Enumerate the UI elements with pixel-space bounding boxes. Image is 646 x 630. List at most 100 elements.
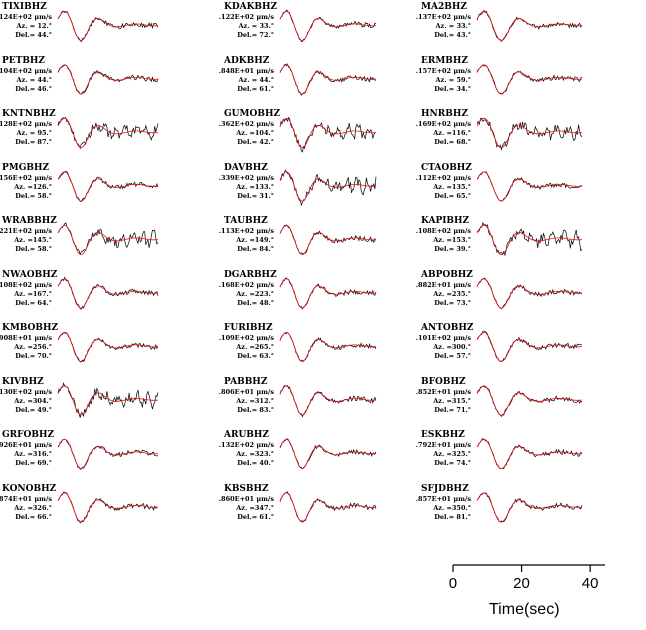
- time-axis-title: Time(sec): [489, 601, 560, 618]
- station-distance: Del.= 40.°: [237, 459, 274, 467]
- synthetic-waveform: [476, 171, 583, 202]
- station-amplitude: .882E+01 μm/s: [415, 280, 471, 289]
- time-tick-label: 0: [448, 575, 458, 592]
- station-distance: Del.= 31.°: [237, 191, 274, 200]
- station-distance: Del.= 70.°: [15, 352, 52, 360]
- station-distance: Del.= 68.°: [434, 138, 471, 146]
- station-name: KMBOBHZ: [2, 323, 59, 333]
- station-amplitude: .112E+02 μm/s: [415, 173, 471, 182]
- station-azimuth: Az. =315.°: [433, 396, 471, 405]
- station-amplitude: .169E+02 μm/s: [415, 120, 471, 128]
- synthetic-waveform: [57, 278, 159, 309]
- synthetic-waveform: [57, 331, 159, 363]
- synthetic-waveform: [476, 278, 583, 309]
- station-azimuth: Az. =326.°: [14, 503, 52, 512]
- station-azimuth: Az. =300.°: [433, 343, 471, 351]
- station-name: PABBHZ: [224, 376, 268, 387]
- station-amplitude: .124E+02 μm/s: [0, 13, 52, 21]
- station-azimuth: Az. = 59.°: [435, 75, 471, 84]
- synthetic-waveform: [57, 224, 159, 256]
- time-tick-label: 20: [513, 575, 530, 592]
- station-distance: Del.= 43.°: [434, 31, 471, 39]
- station-name: KONOBHZ: [2, 483, 57, 494]
- station-azimuth: Az. =347.°: [236, 503, 274, 512]
- synthetic-waveform: [279, 171, 377, 202]
- station-name: ABPOBHZ: [421, 269, 473, 280]
- station-azimuth: Az. =312.°: [236, 396, 274, 405]
- station-distance: Del.= 48.°: [237, 298, 274, 307]
- synthetic-waveform: [57, 117, 159, 149]
- station-name: ANTOBHZ: [421, 323, 474, 333]
- station-name: KDAKBHZ: [224, 2, 278, 12]
- station-amplitude: .101E+02 μm/s: [415, 334, 471, 342]
- station-distance: Del.= 49.°: [15, 405, 52, 414]
- station-distance: Del.= 65.°: [434, 191, 471, 200]
- observed-waveform: [279, 169, 377, 207]
- station-distance: Del.= 84.°: [237, 245, 274, 253]
- station-azimuth: Az. =265.°: [236, 343, 274, 351]
- time-tick-label: 40: [581, 575, 599, 592]
- synthetic-waveform: [279, 331, 377, 363]
- station-azimuth: Az. =116.°: [433, 129, 471, 137]
- synthetic-waveform: [279, 224, 377, 256]
- synthetic-waveform: [476, 64, 583, 95]
- station-azimuth: Az. = 12.°: [16, 22, 52, 30]
- station-distance: Del.= 61.°: [237, 512, 274, 521]
- observed-waveform: [476, 222, 583, 257]
- station-distance: Del.= 58.°: [15, 191, 52, 200]
- station-distance: Del.= 57.°: [434, 352, 471, 360]
- station-name: SFJDBHZ: [421, 483, 469, 494]
- station-amplitude: .362E+02 μm/s: [218, 120, 274, 128]
- station-distance: Del.= 71.°: [434, 405, 471, 414]
- observed-waveform: [57, 382, 159, 418]
- station-name: DAVBHZ: [224, 162, 268, 173]
- synthetic-waveform: [476, 385, 583, 416]
- station-name: WRABBHZ: [2, 216, 57, 226]
- station-azimuth: Az. =135.°: [433, 182, 471, 191]
- station-name: PETBHZ: [2, 55, 46, 66]
- station-distance: Del.= 64.°: [15, 298, 52, 307]
- synthetic-waveform: [279, 117, 377, 149]
- station-distance: Del.= 74.°: [434, 459, 471, 467]
- station-azimuth: Az. =133.°: [236, 182, 274, 191]
- station-azimuth: Az. = 44.°: [16, 75, 52, 84]
- station-distance: Del.= 42.°: [237, 138, 274, 146]
- station-amplitude: .339E+02 μm/s: [218, 173, 274, 182]
- station-amplitude: .860E+01 μm/s: [218, 494, 274, 503]
- synthetic-waveform: [476, 492, 583, 523]
- station-distance: Del.= 66.°: [15, 512, 52, 521]
- station-amplitude: .108E+02 μm/s: [415, 227, 471, 235]
- station-azimuth: Az. =223.°: [236, 289, 274, 298]
- station-name: TIXIBHZ: [2, 2, 47, 12]
- synthetic-waveform: [476, 438, 583, 470]
- station-amplitude: .130E+02 μm/s: [0, 387, 52, 396]
- station-distance: Del.= 34.°: [434, 84, 471, 93]
- station-distance: Del.= 81.°: [434, 512, 471, 521]
- station-amplitude: .926E+01 μm/s: [0, 441, 52, 449]
- station-amplitude: .128E+02 μm/s: [0, 120, 52, 128]
- synthetic-waveform: [476, 117, 583, 149]
- station-azimuth: Az. = 33.°: [435, 22, 471, 30]
- synthetic-waveform: [57, 10, 159, 42]
- station-distance: Del.= 87.°: [15, 138, 52, 146]
- observed-waveform: [476, 277, 583, 310]
- station-amplitude: .806E+01 μm/s: [218, 387, 274, 396]
- synthetic-waveform: [57, 171, 159, 202]
- station-amplitude: .852E+01 μm/s: [415, 387, 471, 396]
- station-azimuth: Az. =350.°: [433, 503, 471, 512]
- station-amplitude: .113E+02 μm/s: [218, 227, 274, 235]
- station-distance: Del.= 44.°: [15, 31, 52, 39]
- station-azimuth: Az. =153.°: [433, 236, 471, 244]
- station-name: KNTNBHZ: [2, 109, 56, 119]
- station-name: FURIBHZ: [224, 323, 273, 333]
- station-distance: Del.= 39.°: [434, 245, 471, 253]
- station-amplitude: .792E+01 μm/s: [415, 441, 471, 449]
- station-amplitude: .157E+02 μm/s: [415, 66, 471, 75]
- station-name: MA2BHZ: [421, 2, 467, 12]
- synthetic-waveform: [57, 385, 159, 416]
- observed-waveform: [279, 331, 377, 362]
- station-name: GUMOBHZ: [224, 109, 281, 119]
- station-distance: Del.= 63.°: [237, 352, 274, 360]
- station-amplitude: .137E+02 μm/s: [415, 13, 471, 21]
- station-azimuth: Az. =323.°: [236, 450, 274, 458]
